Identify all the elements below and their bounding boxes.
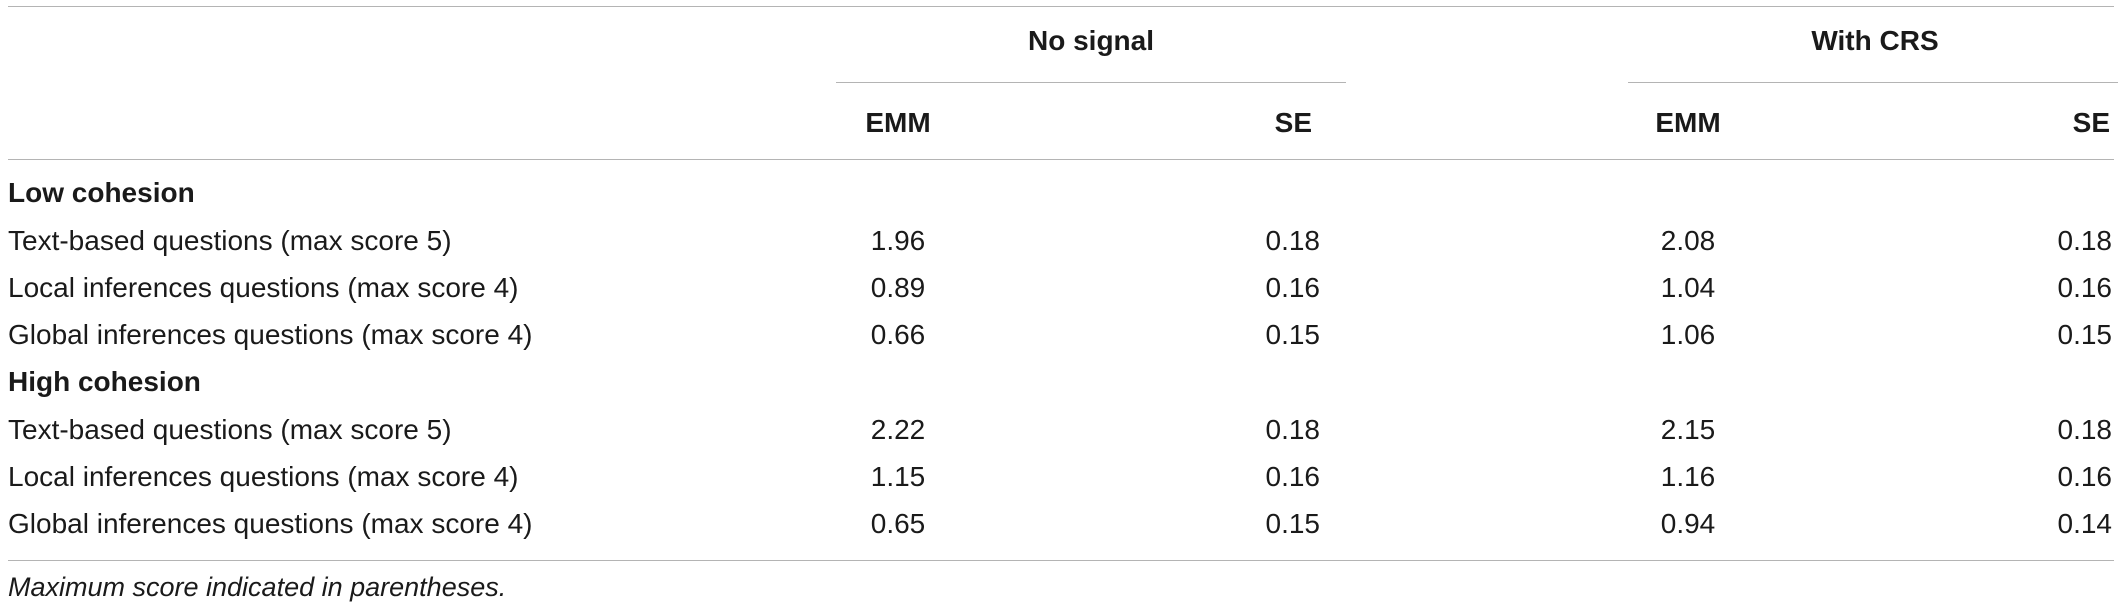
table-cell-emm: 0.65 <box>870 508 926 539</box>
table-cell-se: 0.18 <box>2057 225 2113 256</box>
table-footnote: Maximum score indicated in parentheses. <box>8 572 507 602</box>
column-header-se-with-crs: SE <box>2072 107 2110 138</box>
group-header-no-signal: No signal <box>1027 25 1154 56</box>
table-cell-emm: 2.22 <box>870 414 926 445</box>
table-cell-emm: 1.06 <box>1660 319 1716 350</box>
table-cell-se: 0.14 <box>2057 508 2113 539</box>
table-cell-se: 0.18 <box>1265 225 1321 256</box>
table-cell-emm: 0.89 <box>870 272 926 303</box>
column-header-se-no-signal: SE <box>1274 107 1312 138</box>
table-cell-emm: 1.96 <box>870 225 926 256</box>
table-cell-se: 0.16 <box>2057 272 2113 303</box>
table-top-rule <box>8 6 2114 7</box>
table-cell-se: 0.16 <box>1265 461 1321 492</box>
row-label: Global inferences questions (max score 4… <box>8 508 533 539</box>
row-label: Text-based questions (max score 5) <box>8 414 452 445</box>
table-bottom-rule <box>8 560 2114 561</box>
section-title-low-cohesion: Low cohesion <box>8 177 195 208</box>
table-cell-emm: 2.08 <box>1660 225 1716 256</box>
column-header-emm-with-crs: EMM <box>1655 107 1721 138</box>
table-cell-se: 0.15 <box>1265 319 1321 350</box>
table-cell-se: 0.16 <box>2057 461 2113 492</box>
row-label: Global inferences questions (max score 4… <box>8 319 533 350</box>
table-cell-emm: 1.16 <box>1660 461 1716 492</box>
row-label: Local inferences questions (max score 4) <box>8 272 519 303</box>
table-cell-se: 0.15 <box>2057 319 2113 350</box>
table-cell-se: 0.15 <box>1265 508 1321 539</box>
table-cell-emm: 1.15 <box>870 461 926 492</box>
row-label: Text-based questions (max score 5) <box>8 225 452 256</box>
row-label: Local inferences questions (max score 4) <box>8 461 519 492</box>
group-rule-no-signal <box>836 82 1346 83</box>
table-cell-emm: 1.04 <box>1660 272 1716 303</box>
table-cell-se: 0.16 <box>1265 272 1321 303</box>
table-cell-emm: 0.66 <box>870 319 926 350</box>
table-cell-emm: 0.94 <box>1660 508 1716 539</box>
group-header-with-crs: With CRS <box>1811 25 1939 56</box>
section-title-high-cohesion: High cohesion <box>8 366 201 397</box>
column-header-emm-no-signal: EMM <box>865 107 931 138</box>
header-bottom-rule <box>8 159 2114 160</box>
table-cell-se: 0.18 <box>2057 414 2113 445</box>
table-cell-se: 0.18 <box>1265 414 1321 445</box>
table-cell-emm: 2.15 <box>1660 414 1716 445</box>
group-rule-with-crs <box>1628 82 2118 83</box>
